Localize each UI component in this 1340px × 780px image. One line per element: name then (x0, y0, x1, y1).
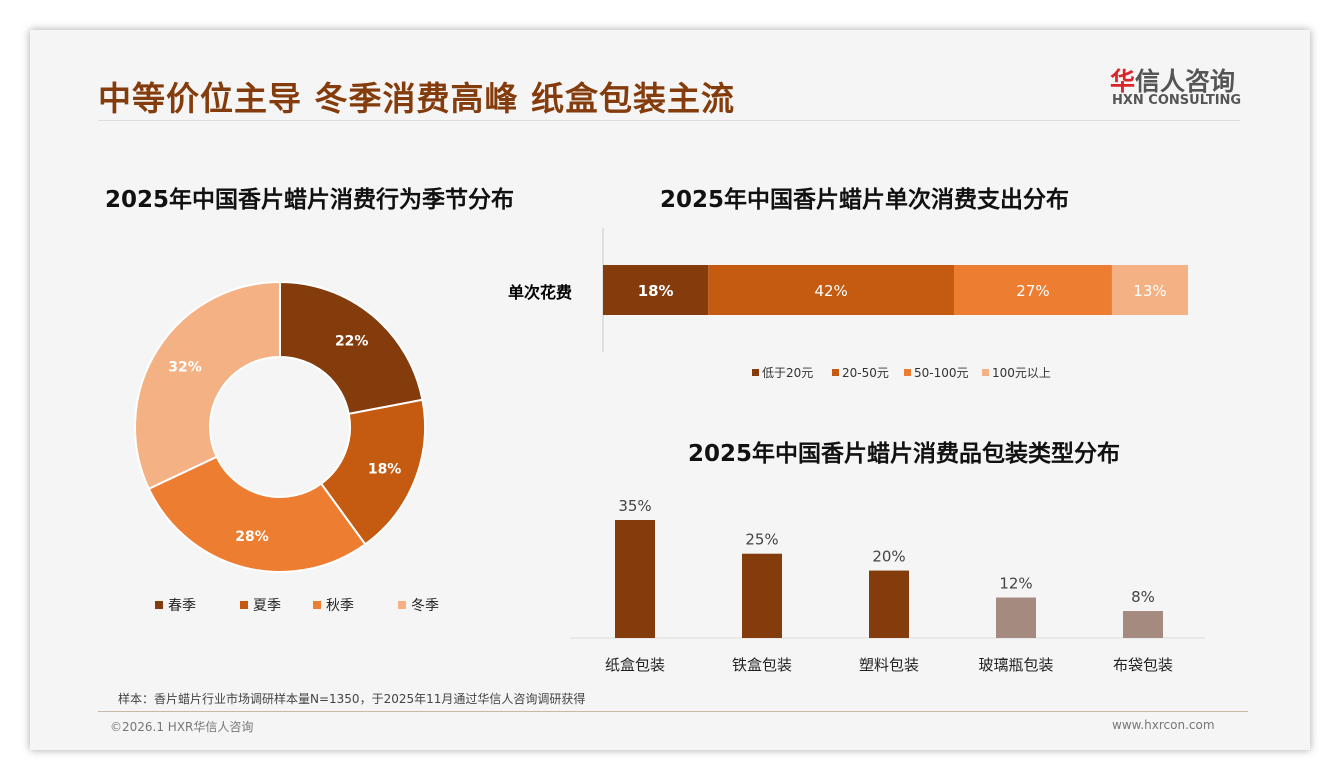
packaging-title: 2025年中国香片蜡片消费品包装类型分布 (688, 441, 1121, 467)
pie-label-0: 22% (335, 333, 369, 349)
stacked-label-0: 18% (638, 282, 674, 300)
stacked-segment-2 (954, 265, 1112, 315)
copyright: ©2026.1 HXR华信人咨询 (110, 720, 254, 734)
packaging-bar-2 (869, 570, 909, 638)
pie-title: 2025年中国香片蜡片消费行为季节分布 (105, 187, 515, 213)
stacked-label-1: 42% (814, 282, 847, 300)
packaging-bar-0 (615, 520, 655, 638)
stacked-title: 2025年中国香片蜡片单次消费支出分布 (660, 187, 1070, 213)
pie-legend-swatch-3 (398, 601, 406, 609)
packaging-bar-4 (1123, 611, 1163, 638)
packaging-bar-1 (742, 553, 782, 638)
logo-red-char: 华 (1110, 67, 1136, 96)
stacked-legend-swatch-3 (982, 369, 989, 376)
logo-text: 信人咨询 (1135, 67, 1236, 96)
packaging-category-1: 铁盒包装 (732, 656, 792, 674)
footer-divider (98, 711, 1248, 712)
logo-en: HXN CONSULTING (1112, 93, 1242, 108)
stacked-legend-label-3: 100元以上 (992, 366, 1051, 380)
sample-note: 样本：香片蜡片行业市场调研样本量N=1350，于2025年11月通过华信人咨询调… (118, 692, 586, 706)
slide: 中等价位主导 冬季消费高峰 纸盒包装主流 华信人咨询 HXN CONSULTIN… (30, 30, 1310, 750)
pie-legend-swatch-0 (155, 601, 163, 609)
pie-slice-2 (147, 455, 367, 573)
stacked-segment-0 (603, 265, 709, 315)
stacked-legend-label-0: 低于20元 (762, 366, 813, 380)
stacked-label-3: 13% (1133, 282, 1166, 300)
packaging-category-3: 玻璃瓶包装 (978, 656, 1053, 674)
packaging-value-1: 25% (745, 531, 778, 549)
pie-legend-label-3: 冬季 (411, 598, 439, 614)
stacked-label-2: 27% (1016, 282, 1049, 300)
stacked-category-label: 单次花费 (508, 283, 573, 302)
stacked-legend-swatch-0 (752, 369, 759, 376)
site-url: www.hxrcon.com (1112, 718, 1215, 732)
stacked-segment-1 (708, 265, 954, 315)
packaging-bar-3 (996, 597, 1036, 638)
pie-slice-3 (134, 280, 281, 491)
stacked-legend-swatch-1 (832, 369, 839, 376)
packaging-category-4: 布袋包装 (1113, 656, 1173, 674)
packaging-category-2: 塑料包装 (859, 656, 919, 674)
pie-slice-0 (279, 280, 424, 416)
pie-label-3: 32% (168, 360, 202, 376)
charts-svg: 22% 18% 28% 32% 春季 夏季 秋季 冬季 18% 42% 27% 13% 低于20元 20-… (134, 228, 1205, 674)
packaging-value-4: 8% (1131, 588, 1155, 606)
pie-label-2: 28% (235, 529, 269, 545)
pie-legend-swatch-2 (313, 601, 321, 609)
pie-legend-label-0: 春季 (168, 598, 196, 614)
stacked-legend-label-1: 20-50元 (842, 366, 889, 380)
logo: 华信人咨询 (1110, 62, 1235, 98)
pie-label-1: 18% (368, 461, 402, 477)
stacked-segment-3 (1111, 265, 1188, 315)
pie-legend-label-1: 夏季 (253, 598, 281, 614)
packaging-category-0: 纸盒包装 (605, 656, 665, 674)
stacked-legend-label-2: 50-100元 (914, 366, 969, 380)
pie-legend-swatch-1 (240, 601, 248, 609)
packaging-value-2: 20% (872, 548, 905, 566)
page-title: 中等价位主导 冬季消费高峰 纸盒包装主流 (98, 79, 735, 118)
pie-legend-label-2: 秋季 (326, 598, 354, 614)
pie-slice-1 (319, 398, 426, 546)
header-divider (98, 120, 1240, 121)
packaging-value-3: 12% (999, 575, 1032, 593)
packaging-value-0: 35% (618, 497, 651, 515)
stacked-legend-swatch-2 (904, 369, 911, 376)
